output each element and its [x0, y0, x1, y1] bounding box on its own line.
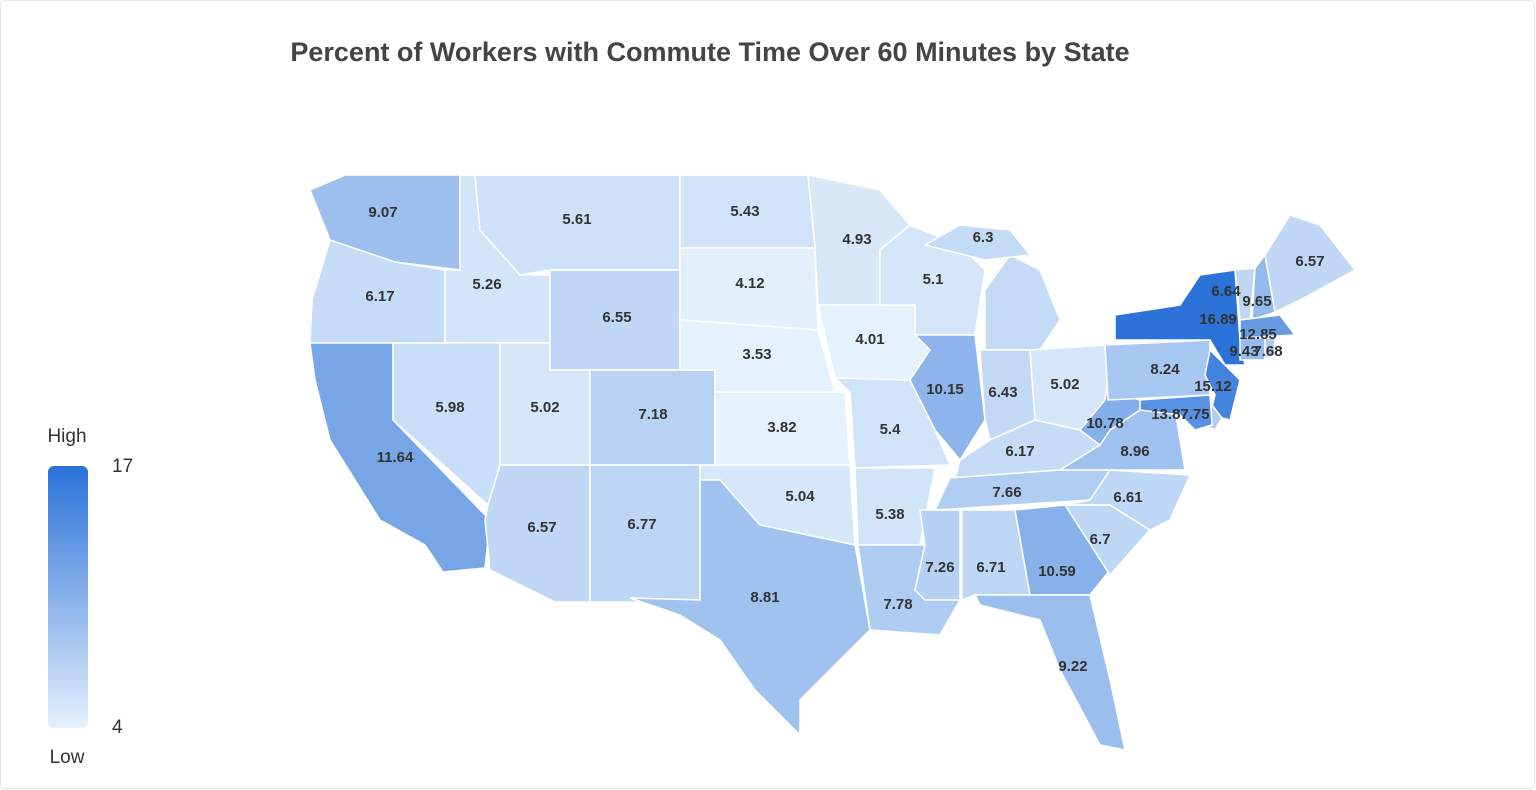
state-value-label: 7.18 — [638, 406, 667, 423]
state-region — [629, 479, 871, 737]
state-value-label: 5.1 — [923, 271, 944, 288]
state-region — [923, 224, 1032, 261]
state-value-label: 8.81 — [750, 589, 779, 606]
legend-low: Low — [50, 747, 85, 768]
state-value-label: 3.82 — [767, 419, 796, 436]
state-value-label: 5.04 — [785, 488, 815, 505]
chart-title: Percent of Workers with Commute Time Ove… — [290, 37, 1129, 67]
state-value-label: 5.02 — [530, 399, 559, 416]
state-value-label: 5.4 — [880, 421, 902, 438]
state-value-label: 8.96 — [1120, 443, 1149, 460]
legend-max: 17 — [112, 456, 133, 477]
state-value-label: 9.43 — [1229, 343, 1258, 360]
state-region — [589, 464, 701, 603]
state-value-label: 7.75 — [1180, 406, 1209, 423]
state-region — [909, 334, 986, 462]
state-value-label: 6.3 — [973, 229, 994, 246]
state-value-label: 11.64 — [377, 449, 414, 466]
state-region — [1064, 469, 1192, 531]
state-value-label: 8.24 — [1150, 361, 1180, 378]
legend-high: High — [47, 426, 86, 447]
state-value-label: 10.78 — [1086, 415, 1124, 432]
state-value-label: 6.61 — [1113, 489, 1142, 506]
legend-bar — [48, 466, 88, 728]
state-value-label: 9.22 — [1058, 658, 1087, 675]
state-value-label: 5.98 — [435, 399, 464, 416]
state-value-label: 6.55 — [602, 309, 631, 326]
state-value-label: 6.57 — [1295, 253, 1324, 270]
state-value-label: 6.17 — [1005, 443, 1034, 460]
state-value-label: 6.43 — [988, 384, 1017, 401]
state-value-label: 16.89 — [1199, 311, 1237, 328]
state-value-label: 7.78 — [883, 596, 912, 613]
state-value-label: 10.15 — [926, 381, 964, 398]
state-value-label: 13.87 — [1151, 406, 1189, 423]
state-value-label: 4.93 — [842, 231, 871, 248]
state-value-label: 10.59 — [1038, 563, 1076, 580]
state-region — [1239, 314, 1297, 339]
state-region — [1239, 337, 1266, 361]
state-value-label: 6.17 — [365, 288, 394, 305]
state-value-label: 6.64 — [1211, 283, 1241, 300]
state-value-label: 6.77 — [627, 516, 656, 533]
state-value-label: 7.26 — [925, 559, 954, 576]
state-value-label: 5.26 — [472, 276, 501, 293]
map — [309, 174, 1357, 751]
state-value-label: 5.43 — [730, 203, 759, 220]
state-value-label: 6.71 — [976, 559, 1005, 576]
state-value-label: 4.01 — [855, 331, 884, 348]
state-value-label: 6.57 — [527, 519, 556, 536]
state-value-label: 5.38 — [875, 506, 904, 523]
state-region — [1264, 337, 1276, 360]
state-value-label: 5.61 — [562, 211, 591, 228]
state-value-label: 7.66 — [992, 484, 1021, 501]
state-value-label: 15.12 — [1194, 378, 1232, 395]
legend-min: 4 — [112, 717, 123, 738]
state-value-label: 4.12 — [735, 275, 764, 292]
state-value-label: 6.7 — [1090, 531, 1111, 548]
state-value-label: 9.07 — [368, 204, 397, 221]
state-value-label: 12.85 — [1239, 326, 1277, 343]
state-region — [914, 509, 961, 601]
state-value-label: 3.53 — [742, 346, 771, 363]
state-region — [1264, 214, 1357, 314]
state-region — [973, 594, 1126, 751]
state-region — [1139, 394, 1213, 431]
labels: 9.07 6.17 11.64 5.26 5.98 5.61 6.55 5.02 6.57 7.1… — [365, 203, 1324, 675]
state-region — [1014, 504, 1111, 596]
state-value-label: 9.65 — [1242, 293, 1271, 310]
state-value-label: 7.68 — [1253, 343, 1282, 360]
state-value-label: 5.02 — [1050, 376, 1079, 393]
